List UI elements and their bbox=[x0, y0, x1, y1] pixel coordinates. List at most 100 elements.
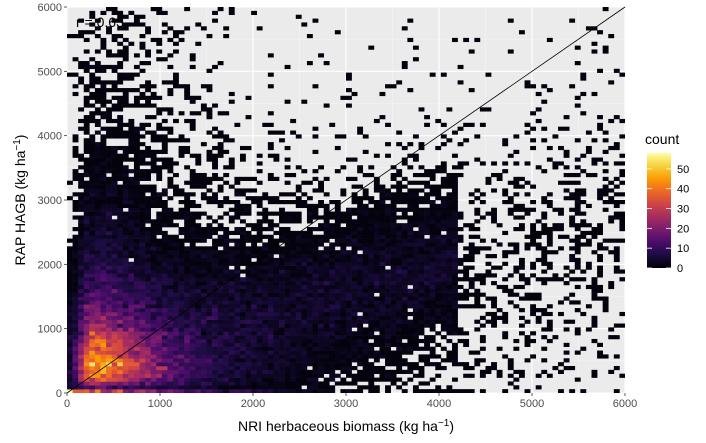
bin-tile bbox=[128, 184, 135, 189]
bin-tile bbox=[273, 323, 280, 328]
bin-tile bbox=[474, 319, 481, 324]
bin-tile bbox=[89, 118, 96, 124]
bin-tile bbox=[323, 230, 330, 236]
bin-tile bbox=[597, 192, 603, 197]
bin-tile bbox=[106, 30, 112, 35]
bin-tile bbox=[256, 180, 263, 185]
bin-tile bbox=[239, 257, 246, 263]
bin-tile bbox=[418, 227, 425, 232]
bin-tile bbox=[407, 37, 414, 43]
bin-tile bbox=[306, 230, 313, 236]
bin-tile bbox=[273, 281, 280, 286]
bin-tile bbox=[100, 327, 107, 332]
bin-tile bbox=[440, 122, 447, 127]
bin-tile bbox=[563, 358, 570, 363]
bin-tile bbox=[234, 238, 241, 243]
bin-tile bbox=[334, 234, 341, 239]
bin-tile bbox=[290, 254, 297, 259]
bin-tile bbox=[178, 277, 185, 282]
bin-tile bbox=[128, 277, 135, 282]
bin-tile bbox=[78, 223, 85, 228]
bin-tile bbox=[351, 246, 358, 251]
bin-tile bbox=[569, 300, 576, 305]
bin-tile bbox=[435, 192, 442, 197]
bin-tile bbox=[284, 300, 291, 305]
bin-tile bbox=[290, 257, 297, 263]
bin-tile bbox=[111, 273, 118, 278]
bin-tile bbox=[541, 169, 548, 174]
bin-tile bbox=[435, 238, 442, 243]
bin-tile bbox=[546, 373, 553, 378]
bin-tile bbox=[452, 284, 458, 290]
bin-tile bbox=[435, 365, 442, 371]
bin-tile bbox=[145, 373, 151, 378]
bin-tile bbox=[106, 296, 112, 301]
bin-tile bbox=[318, 288, 324, 293]
bin-tile bbox=[546, 319, 553, 324]
bin-tile bbox=[418, 311, 425, 317]
bin-tile bbox=[150, 219, 157, 224]
bin-tile bbox=[145, 103, 151, 108]
bin-tile bbox=[167, 377, 174, 382]
bin-tile bbox=[318, 389, 324, 393]
bin-tile bbox=[351, 211, 358, 216]
bin-tile bbox=[100, 304, 107, 309]
bin-tile bbox=[429, 300, 436, 305]
bin-tile bbox=[357, 342, 364, 347]
bin-tile bbox=[301, 300, 308, 305]
bin-tile bbox=[452, 207, 458, 212]
bin-tile bbox=[323, 335, 330, 340]
bin-tile bbox=[401, 234, 408, 239]
bin-tile bbox=[323, 296, 330, 301]
bin-tile bbox=[301, 22, 308, 27]
bin-tile bbox=[452, 230, 458, 236]
bin-tile bbox=[412, 196, 419, 201]
bin-tile bbox=[412, 365, 419, 371]
bin-tile bbox=[256, 389, 263, 393]
bin-tile bbox=[368, 288, 375, 293]
bin-tile bbox=[72, 277, 79, 282]
bin-tile bbox=[585, 261, 592, 266]
bin-tile bbox=[440, 308, 447, 313]
bin-tile bbox=[507, 242, 514, 247]
bin-tile bbox=[78, 203, 85, 209]
bin-tile bbox=[228, 369, 235, 374]
bin-tile bbox=[161, 381, 168, 386]
bin-tile bbox=[346, 281, 352, 286]
bin-tile bbox=[133, 319, 140, 324]
bin-tile bbox=[396, 354, 403, 359]
bin-tile bbox=[245, 277, 252, 282]
bin-tile bbox=[368, 273, 375, 278]
bin-tile bbox=[273, 211, 280, 216]
bin-tile bbox=[67, 304, 73, 309]
bin-tile bbox=[262, 304, 269, 309]
bin-tile bbox=[407, 323, 414, 328]
bin-tile bbox=[379, 335, 386, 340]
bin-tile bbox=[485, 176, 492, 181]
bin-tile bbox=[256, 373, 263, 378]
bin-tile bbox=[111, 362, 118, 367]
bin-tile bbox=[145, 99, 151, 104]
bin-tile bbox=[78, 219, 85, 224]
bin-tile bbox=[256, 308, 263, 313]
bin-tile bbox=[133, 192, 140, 197]
bin-tile bbox=[117, 134, 124, 139]
bin-tile bbox=[122, 122, 129, 127]
bin-tile bbox=[312, 319, 319, 324]
bin-tile bbox=[78, 153, 85, 158]
bin-tile bbox=[524, 234, 531, 239]
bin-tile bbox=[78, 304, 85, 309]
bin-tile bbox=[591, 288, 598, 293]
bin-tile bbox=[619, 118, 625, 124]
bin-tile bbox=[195, 246, 202, 251]
bin-tile bbox=[284, 250, 291, 255]
bin-tile bbox=[245, 145, 252, 151]
bin-tile bbox=[329, 335, 336, 340]
bin-tile bbox=[412, 273, 419, 278]
bin-tile bbox=[530, 261, 537, 266]
bin-tile bbox=[412, 153, 419, 158]
bin-tile bbox=[212, 157, 218, 162]
bin-tile bbox=[83, 192, 90, 197]
bin-tile bbox=[161, 149, 168, 154]
bin-tile bbox=[424, 281, 430, 286]
